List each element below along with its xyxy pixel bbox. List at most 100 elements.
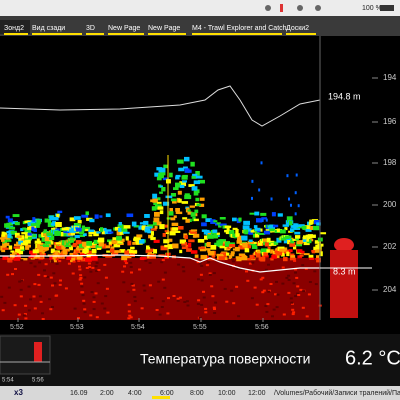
echo-cell — [112, 237, 119, 240]
echo-cell — [219, 223, 227, 226]
echo-cell — [306, 239, 312, 244]
echo-cell — [217, 242, 223, 248]
echo-cell — [88, 234, 93, 237]
echo-cell — [260, 257, 266, 262]
battery-icon — [380, 5, 394, 11]
echo-cell — [309, 219, 314, 225]
echo-cell — [106, 250, 111, 253]
echo-cell — [280, 252, 285, 257]
echo-cell — [177, 190, 182, 195]
echo-cell — [201, 214, 207, 219]
echo-cell — [251, 243, 255, 247]
echo-cell — [114, 244, 118, 247]
seabed-cell — [143, 289, 147, 292]
tab-underline — [148, 33, 186, 35]
seabed-cell — [126, 290, 130, 293]
tab[interactable]: Вид сзади — [32, 25, 65, 32]
echo-cell — [127, 240, 132, 246]
timeline-label[interactable]: 12:00 — [248, 390, 266, 397]
seabed-cell — [176, 299, 180, 302]
echo-cell — [184, 235, 188, 240]
echo-cell — [107, 239, 114, 243]
echo-cell — [152, 206, 158, 210]
echo-cell — [36, 219, 42, 224]
echo-cell — [116, 231, 122, 236]
seabed-cell — [158, 313, 162, 316]
echo-cell — [153, 217, 160, 223]
tab[interactable]: New Page — [108, 25, 140, 32]
timeline-label[interactable]: 8:00 — [190, 390, 204, 397]
echo-cell — [43, 229, 47, 233]
echo-cell — [2, 240, 8, 245]
tab[interactable]: Зонд2 — [4, 25, 24, 32]
seabed-cell — [6, 273, 10, 276]
echo-cell — [191, 175, 197, 179]
tab[interactable]: 3D — [86, 25, 95, 32]
echo-cell — [118, 227, 122, 232]
tab[interactable]: M4 - Trawl Explorer and Catch — [192, 25, 287, 32]
echo-cell — [310, 238, 314, 242]
echo-cell — [132, 242, 140, 245]
echo-cell — [256, 250, 264, 254]
seabed-cell — [95, 270, 99, 272]
echo-cell — [255, 253, 261, 258]
echo-cell — [253, 225, 258, 229]
echo-cell — [258, 232, 266, 235]
seabed-cell — [55, 262, 59, 265]
echo-cell — [75, 231, 81, 234]
echo-cell — [235, 233, 240, 237]
echo-cell — [14, 221, 20, 226]
seabed-cell — [225, 300, 229, 303]
timeline-label[interactable]: 6:00 — [160, 390, 174, 397]
echo-cell — [303, 241, 310, 246]
seabed-cell — [78, 278, 82, 281]
echo-cell — [22, 221, 26, 225]
echo-cell — [181, 201, 189, 204]
timeline-label[interactable]: 4:00 — [128, 390, 142, 397]
echo-cell — [12, 214, 20, 218]
seabed-cell — [79, 277, 83, 279]
seabed-cell — [37, 283, 41, 286]
echo-cell — [314, 240, 321, 244]
echo-cell — [77, 220, 82, 224]
echo-cell — [181, 241, 185, 244]
seabed-cell — [287, 279, 291, 281]
seabed-cell — [275, 306, 279, 309]
echo-cell — [156, 176, 162, 181]
timeline-label[interactable]: 2:00 — [100, 390, 114, 397]
echo-cell — [316, 222, 321, 226]
echo-cell — [173, 187, 179, 190]
zoom[interactable]: x3 — [14, 388, 23, 397]
echo-cell — [31, 226, 35, 232]
seabed-cell — [287, 274, 291, 277]
seabed-cell — [24, 317, 28, 320]
echo-cell — [188, 184, 195, 187]
echo-cell — [130, 246, 135, 250]
echo-cell — [53, 227, 58, 232]
echo-cell — [164, 230, 170, 233]
echo-cell — [292, 238, 298, 241]
seabed-cell — [299, 288, 303, 291]
seabed-cell — [29, 298, 32, 301]
echo-cell — [226, 252, 230, 256]
tab[interactable]: New Page — [148, 25, 180, 32]
echo-cell — [279, 248, 286, 252]
echo-cell — [187, 209, 191, 214]
seabed-cell — [297, 294, 301, 296]
echo-cell — [226, 227, 230, 232]
tab[interactable]: Доски2 — [286, 25, 309, 32]
echo-cell — [266, 249, 270, 253]
seabed-cell — [81, 291, 85, 294]
echo-cell — [85, 228, 89, 232]
mini-time: 5:54 — [2, 378, 14, 384]
echo-cell — [159, 224, 165, 230]
echo-cell — [175, 174, 181, 178]
echo-cell — [73, 251, 77, 257]
echo-cell — [261, 248, 269, 252]
seabed-cell — [208, 273, 212, 276]
echo-dot — [294, 212, 297, 216]
seabed-cell — [208, 272, 212, 275]
echo-cell — [190, 161, 195, 167]
echo-cell — [101, 229, 106, 235]
timeline-label[interactable]: 10:00 — [218, 390, 236, 397]
